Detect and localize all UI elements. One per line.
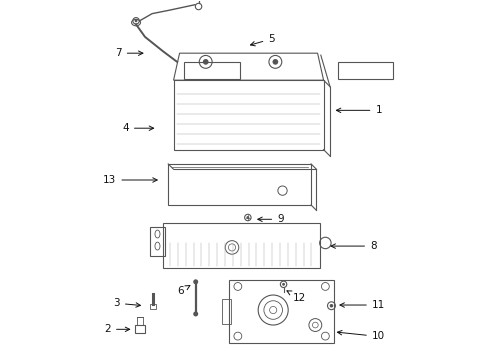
Text: 12: 12 (287, 291, 306, 303)
Bar (229, 280, 334, 342)
Text: 4: 4 (122, 123, 153, 133)
Bar (173, 80, 323, 150)
Text: 3: 3 (113, 298, 141, 308)
Circle shape (272, 59, 278, 65)
Bar (168, 164, 311, 205)
Circle shape (330, 304, 333, 307)
Bar (222, 299, 231, 324)
Text: 9: 9 (258, 214, 284, 224)
Text: 10: 10 (338, 330, 385, 342)
Text: 1: 1 (336, 105, 382, 115)
Circle shape (135, 19, 138, 22)
Circle shape (193, 279, 198, 284)
Text: 7: 7 (115, 48, 143, 58)
Bar (184, 62, 240, 79)
Bar (338, 62, 393, 79)
Circle shape (282, 283, 285, 286)
Text: 11: 11 (340, 300, 385, 310)
Bar (137, 317, 143, 325)
Text: 13: 13 (103, 175, 157, 185)
Text: 8: 8 (331, 241, 377, 251)
Circle shape (193, 311, 198, 316)
Circle shape (203, 59, 209, 65)
Bar (163, 223, 320, 267)
Bar (149, 303, 156, 309)
Text: 6: 6 (178, 285, 190, 296)
Circle shape (246, 216, 249, 219)
Bar (150, 227, 165, 256)
Bar (135, 325, 145, 333)
Text: 2: 2 (104, 324, 130, 334)
Text: 5: 5 (250, 34, 275, 46)
